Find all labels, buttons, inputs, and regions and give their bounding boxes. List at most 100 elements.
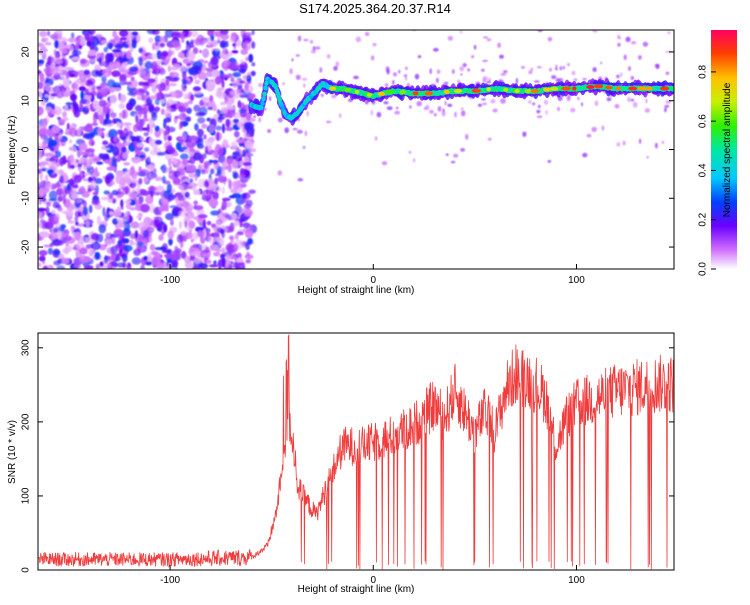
noise-blob — [326, 120, 332, 124]
y-tick-label: 300 — [21, 339, 32, 356]
noise-blob — [71, 193, 79, 200]
noise-blob — [248, 153, 254, 157]
track-peak — [644, 86, 653, 91]
noise-blob — [111, 189, 119, 196]
noise-blob — [79, 101, 84, 111]
noise-blob — [94, 251, 101, 260]
noise-blob — [184, 220, 188, 228]
noise-blob — [567, 63, 570, 67]
noise-blob — [181, 251, 187, 259]
noise-blob — [295, 74, 301, 81]
noise-blob — [62, 231, 69, 236]
noise-blob — [104, 238, 113, 247]
track-peak — [594, 84, 604, 89]
colorbar-tick-label: 0.8 — [698, 64, 709, 78]
noise-blob — [130, 221, 140, 229]
noise-blob — [180, 146, 188, 150]
noise-blob — [216, 91, 227, 99]
noise-blob — [131, 175, 137, 180]
noise-blob — [167, 196, 172, 202]
noise-blob — [148, 185, 156, 195]
noise-blob — [144, 61, 153, 70]
noise-blob — [58, 132, 63, 141]
noise-blob — [237, 174, 246, 179]
noise-blob — [92, 249, 96, 254]
noise-blob — [284, 127, 290, 134]
noise-blob — [47, 247, 53, 255]
noise-blob — [188, 220, 196, 229]
noise-blob — [136, 241, 144, 247]
noise-blob — [146, 30, 157, 35]
noise-blob — [38, 30, 48, 38]
noise-blob — [159, 53, 167, 60]
noise-blob — [106, 66, 112, 72]
noise-blob — [71, 82, 77, 90]
noise-blob — [206, 37, 212, 46]
noise-blob — [123, 211, 130, 222]
noise-blob — [123, 162, 131, 166]
noise-blob — [197, 230, 204, 238]
noise-blob — [145, 261, 153, 266]
noise-blob — [486, 38, 492, 42]
noise-blob — [500, 98, 506, 104]
noise-blob — [40, 161, 49, 166]
noise-blob — [319, 67, 323, 73]
noise-blob — [441, 110, 446, 117]
noise-blob — [39, 128, 49, 135]
noise-blob — [131, 257, 142, 265]
noise-blob — [222, 47, 228, 55]
noise-blob — [53, 249, 60, 256]
noise-blob — [616, 142, 621, 147]
snr-xlabel: Height of straight line (km) — [298, 584, 415, 595]
noise-blob — [627, 66, 632, 71]
noise-blob — [543, 100, 549, 105]
noise-blob — [159, 246, 167, 251]
noise-blob — [46, 201, 52, 207]
noise-blob — [79, 255, 87, 263]
noise-blob — [301, 77, 308, 81]
noise-blob — [212, 103, 217, 112]
noise-blob — [139, 136, 145, 141]
noise-blob — [122, 152, 129, 159]
noise-blob — [478, 103, 482, 107]
noise-blob — [73, 264, 82, 269]
noise-blob — [178, 200, 184, 205]
noise-blob — [417, 55, 422, 59]
noise-blob — [186, 107, 192, 114]
colorbar-tick-label: 0.2 — [698, 212, 709, 226]
noise-blob — [69, 164, 75, 169]
noise-blob — [138, 195, 144, 204]
x-tick-label: 0 — [370, 575, 376, 586]
noise-blob — [205, 181, 210, 188]
noise-blob — [600, 61, 603, 65]
noise-blob — [229, 222, 235, 233]
noise-blob — [303, 38, 309, 42]
noise-blob — [123, 244, 133, 252]
noise-blob — [113, 228, 124, 237]
noise-blob — [151, 256, 160, 266]
noise-blob — [174, 115, 179, 120]
noise-blob — [71, 49, 82, 56]
noise-blob — [627, 96, 631, 103]
noise-blob — [591, 24, 596, 30]
noise-blob — [229, 235, 234, 240]
noise-blob — [555, 64, 558, 69]
noise-blob — [208, 264, 219, 268]
noise-blob — [129, 171, 140, 177]
noise-blob — [131, 40, 137, 49]
colorbar-label: Normalized spectral amplitude — [722, 82, 733, 217]
noise-blob — [537, 104, 541, 109]
noise-blob — [185, 232, 193, 240]
noise-blob — [111, 266, 115, 269]
noise-blob — [104, 145, 114, 149]
noise-blob — [83, 108, 90, 114]
noise-blob — [96, 161, 104, 165]
noise-blob — [187, 100, 194, 105]
noise-blob — [320, 93, 324, 97]
noise-blob — [142, 229, 149, 238]
noise-blob — [207, 106, 214, 110]
noise-blob — [44, 180, 51, 189]
noise-blob — [198, 263, 209, 269]
noise-blob — [601, 125, 605, 131]
noise-blob — [55, 90, 64, 99]
